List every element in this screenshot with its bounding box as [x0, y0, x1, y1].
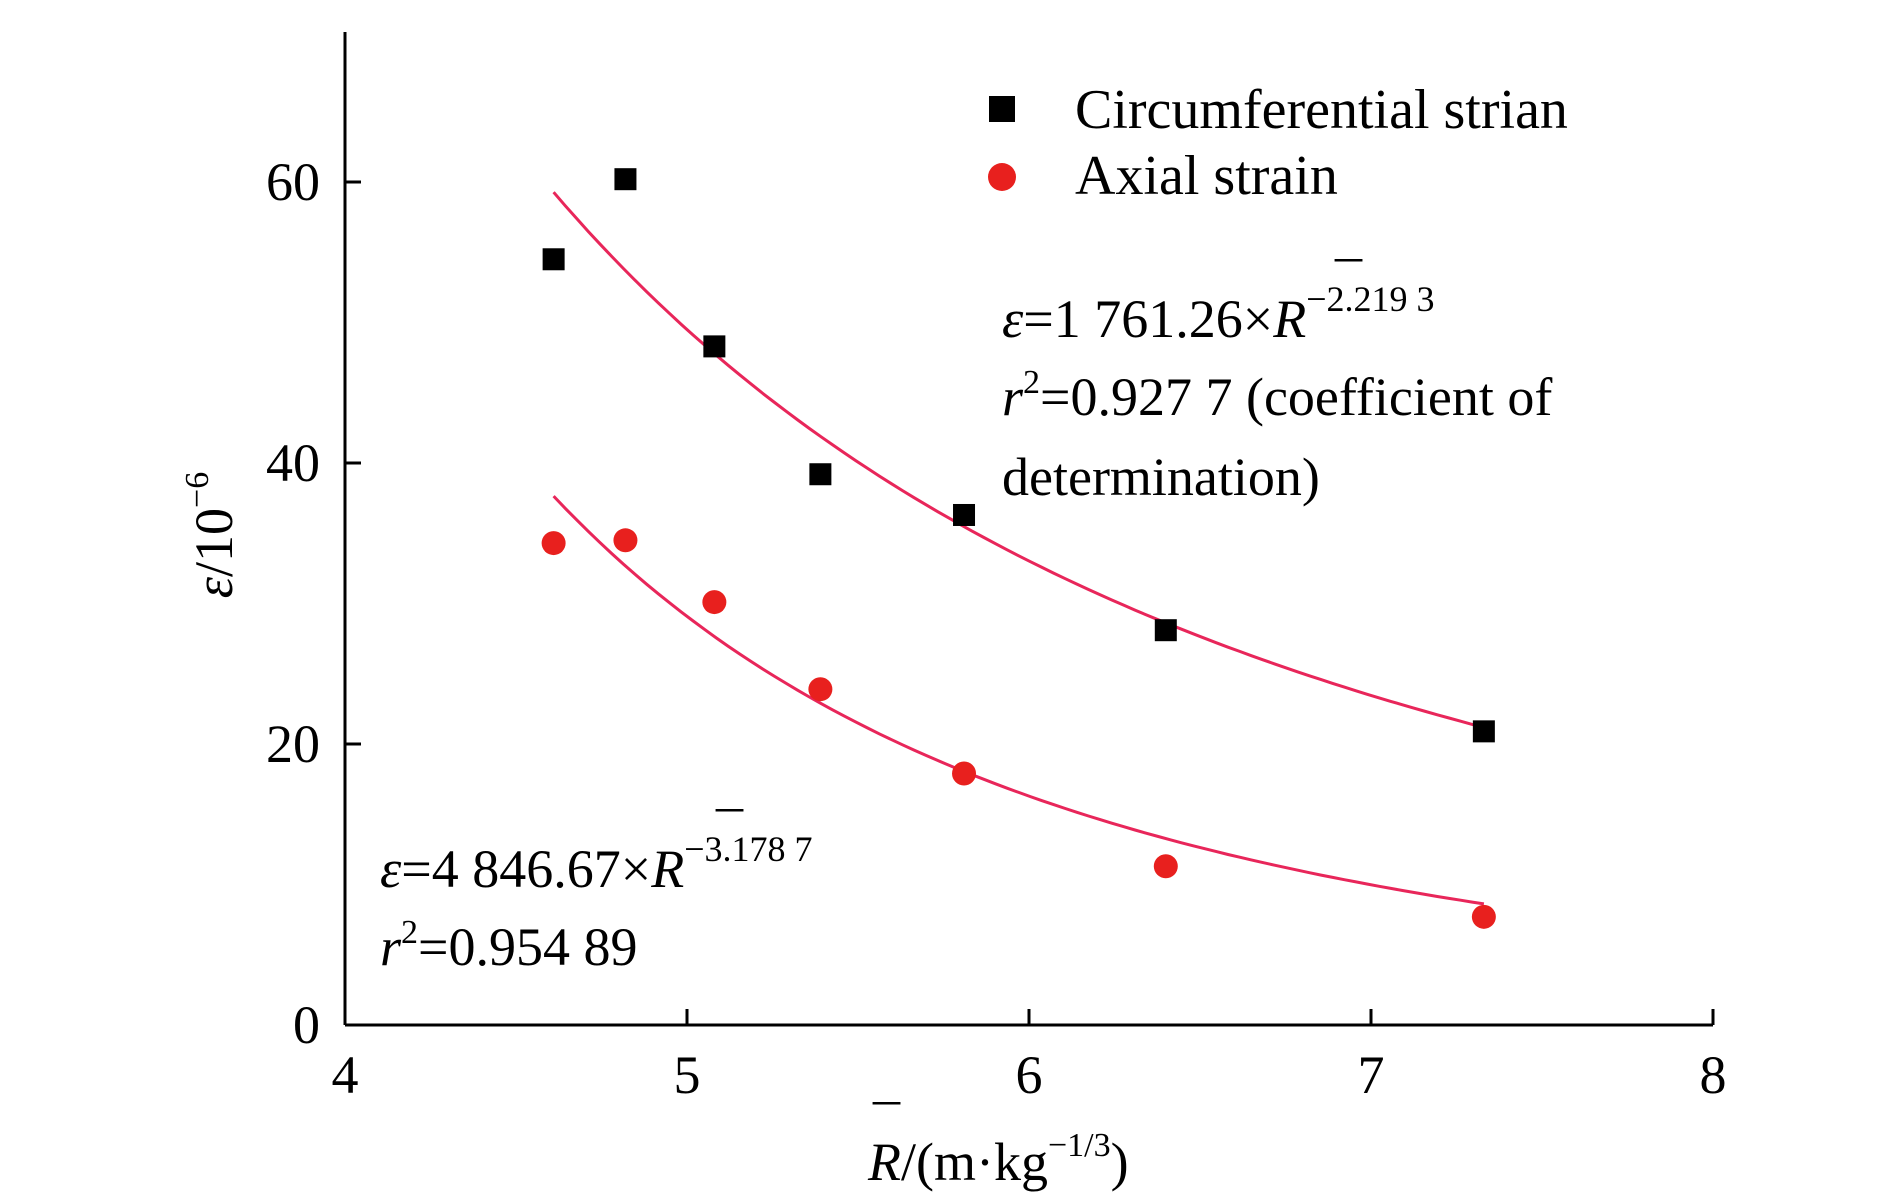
point-axial — [613, 528, 638, 553]
point-axial — [808, 677, 833, 702]
y-tick-label: 60 — [266, 152, 320, 212]
point-axial — [952, 761, 977, 786]
legend: Circumferential strian Axial strain — [988, 79, 1568, 207]
point-axial — [1471, 904, 1496, 929]
legend-marker-circle — [988, 163, 1016, 191]
point-circumferential — [809, 463, 832, 486]
point-circumferential — [614, 168, 637, 191]
overbar-circumferential: ¯ — [1334, 252, 1363, 312]
point-circumferential — [1154, 619, 1177, 642]
equation-axial: ε=4 846.67×R−3.178 7 — [380, 829, 813, 899]
point-axial — [541, 531, 566, 556]
y-ticks: 0 20 40 60 — [266, 152, 361, 1055]
y-tick-label: 0 — [293, 995, 320, 1055]
x-tick-label: 8 — [1700, 1045, 1727, 1105]
point-circumferential — [542, 248, 565, 271]
x-tick-label: 4 — [332, 1045, 359, 1105]
point-axial — [702, 590, 727, 615]
point-circumferential — [1472, 720, 1495, 743]
annotation-axial: ε=4 846.67×R−3.178 7 ¯ r2=0.954 89 — [380, 802, 813, 977]
y-axis-title: ε/10−6 — [179, 472, 244, 598]
x-tick-label: 5 — [674, 1045, 701, 1105]
x-tick-label: 7 — [1358, 1045, 1385, 1105]
x-tick-label: 6 — [1016, 1045, 1043, 1105]
point-axial — [1153, 854, 1178, 879]
point-circumferential — [953, 503, 976, 526]
overbar-axial: ¯ — [715, 802, 744, 862]
r2-axial: r2=0.954 89 — [380, 914, 637, 977]
x-axis-title: R/(m·kg−1/3) ¯ — [867, 1095, 1129, 1192]
r2-circumferential-cont: determination) — [1002, 447, 1320, 507]
fit-curve-1 — [552, 495, 1485, 906]
legend-marker-square — [989, 96, 1015, 122]
y-tick-label: 40 — [266, 433, 320, 493]
point-circumferential — [703, 335, 726, 358]
annotation-circumferential: ε=1 761.26×R−2.219 3 ¯ r2=0.927 7 (coeff… — [1002, 252, 1552, 507]
r2-circumferential: r2=0.927 7 (coefficient of — [1002, 364, 1552, 427]
x-axis-title-overbar: ¯ — [872, 1095, 901, 1155]
equation-circumferential: ε=1 761.26×R−2.219 3 — [1002, 279, 1435, 349]
legend-label-circumferential: Circumferential strian — [1075, 79, 1568, 141]
data-markers — [541, 168, 1496, 929]
y-tick-label: 20 — [266, 714, 320, 774]
x-ticks: 4 5 6 7 8 — [332, 1009, 1727, 1105]
x-axis-title-text: R/(m·kg−1/3) — [867, 1127, 1129, 1192]
legend-label-axial: Axial strain — [1075, 145, 1338, 207]
